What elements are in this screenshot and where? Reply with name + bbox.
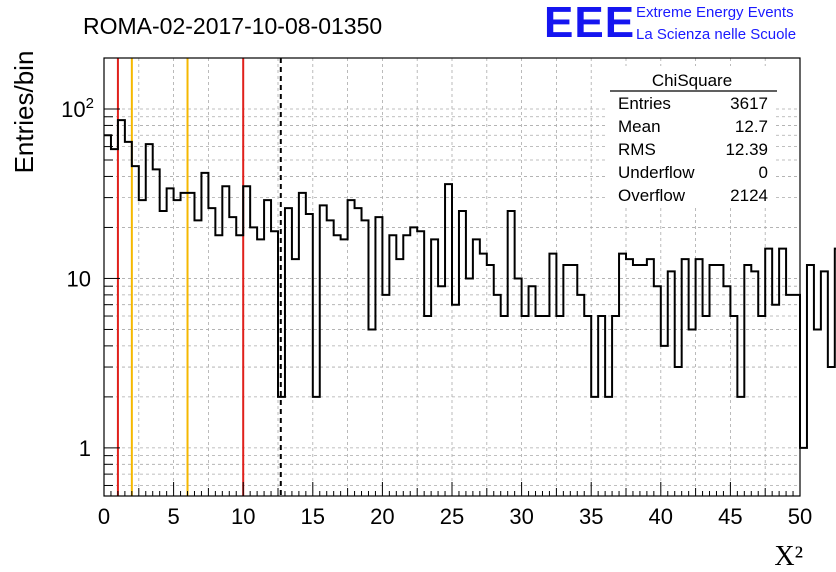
x-tick-labels: 0 5 10 15 20 25 30 35 40 45 50: [98, 504, 812, 529]
stats-row-value: 2124: [730, 186, 768, 205]
x-tick-label: 25: [440, 504, 464, 529]
stats-row-label: RMS: [618, 140, 656, 159]
x-tick-label: 35: [579, 504, 603, 529]
run-title: ROMA-02-2017-10-08-01350: [83, 13, 382, 39]
y-tick-label: 10: [67, 266, 91, 291]
eee-logo-line-2: La Scienza nelle Scuole: [636, 26, 797, 43]
stats-box: ChiSquare Entries 3617 Mean 12.7 RMS 12.39 Und…: [608, 66, 777, 208]
eee-logo-letters: EEE: [544, 0, 636, 47]
stats-row-label: Entries: [618, 94, 671, 113]
y-axis-title: Entries/bin: [9, 51, 39, 174]
x-tick-label: 20: [370, 504, 394, 529]
reference-lines: [116, 58, 282, 496]
x-tick-label: 15: [301, 504, 325, 529]
histogram-outline: [104, 119, 836, 449]
stats-row-value: 12.7: [735, 117, 768, 136]
y-tick-label: 1: [79, 436, 91, 461]
x-tick-label: 50: [788, 504, 812, 529]
stats-row-label: Overflow: [618, 186, 686, 205]
stats-row-value: 12.39: [725, 140, 768, 159]
stats-box-rows: Entries 3617 Mean 12.7 RMS 12.39 Underflow 0 Ove…: [618, 94, 768, 205]
x-tick-label: 10: [231, 504, 255, 529]
axis-ticks: [103, 57, 801, 496]
stats-row-label: Mean: [618, 117, 661, 136]
x-tick-label: 0: [98, 504, 110, 529]
stats-row-value: 3617: [730, 94, 768, 113]
histogram-steps: [104, 119, 836, 449]
eee-logo-line-1: Extreme Energy Events: [636, 4, 794, 21]
x-tick-label: 45: [718, 504, 742, 529]
stats-box-title: ChiSquare: [652, 71, 732, 90]
x-tick-label: 40: [649, 504, 673, 529]
x-tick-label: 30: [509, 504, 533, 529]
stats-box-background: [608, 66, 776, 208]
stats-row-value: 0: [759, 163, 768, 182]
stats-row-label: Underflow: [618, 163, 695, 182]
y-tick-label-exponent: 2: [86, 95, 94, 112]
x-tick-label: 5: [167, 504, 179, 529]
x-axis-title: X²: [774, 541, 803, 572]
